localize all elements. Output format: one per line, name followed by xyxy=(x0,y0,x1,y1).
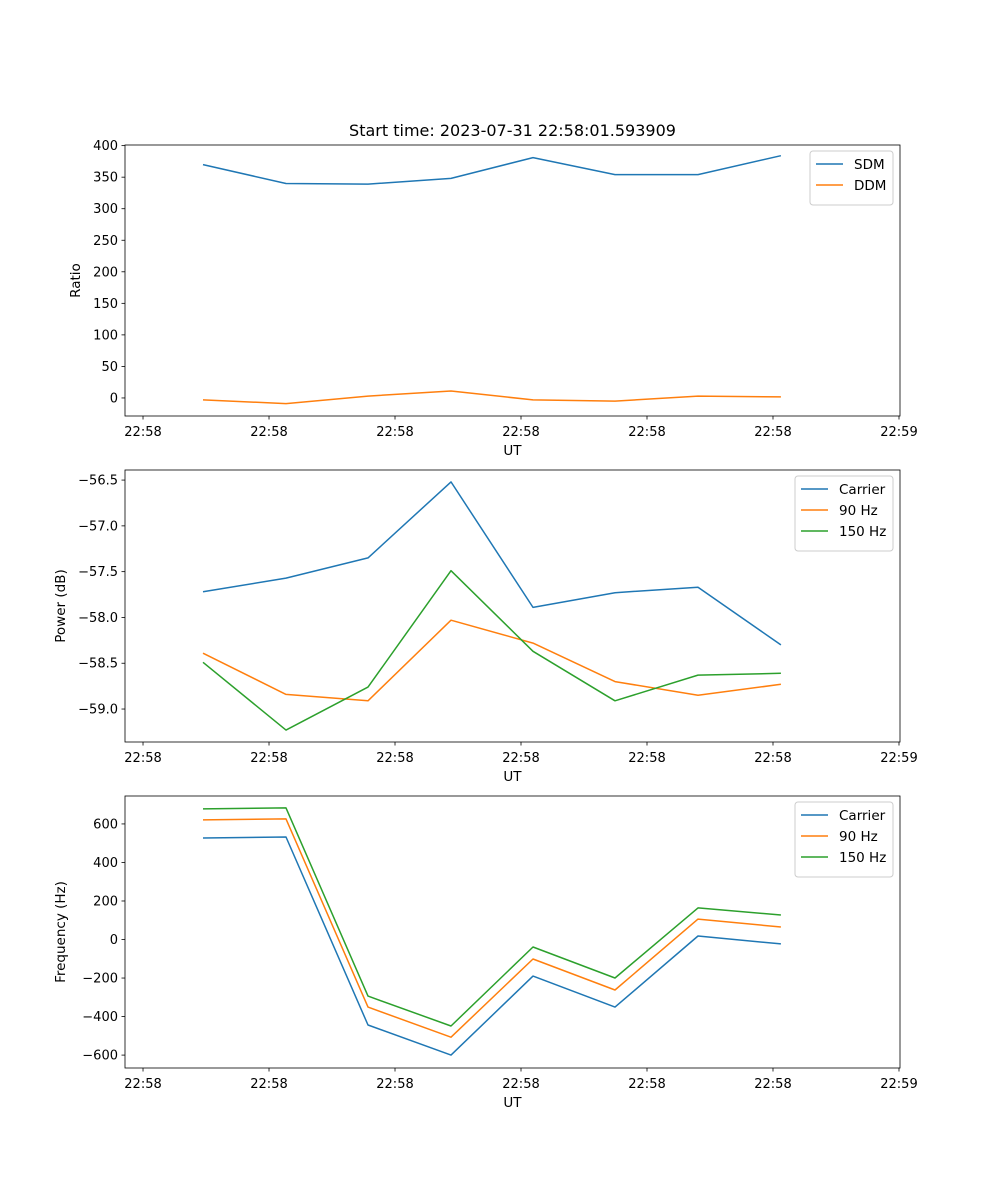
x-tick-label: 22:58 xyxy=(376,425,413,440)
legend-label: Carrier xyxy=(839,808,886,824)
series-line-sdm xyxy=(202,154,782,185)
y-tick-label: 0 xyxy=(110,391,118,406)
series-line-carrier xyxy=(202,481,782,646)
subplot-3: 22:58 22:58 22:58 22:58 22:58 22:58 22:59 −600 −… xyxy=(53,795,918,1111)
x-axis-label: UT xyxy=(503,1095,522,1111)
series-line-150-hz xyxy=(202,807,781,1027)
series-line-90-hz xyxy=(202,619,781,702)
series-line-ddm xyxy=(202,390,781,405)
legend-label: Carrier xyxy=(839,482,886,498)
axes-frame xyxy=(124,795,901,1069)
y-tick-label: −400 xyxy=(82,1010,118,1025)
x-tick-label: 22:58 xyxy=(250,425,287,440)
legend-label: 90 Hz xyxy=(839,829,878,845)
axes-frame xyxy=(124,469,901,743)
x-tick-label: 22:58 xyxy=(754,1077,791,1092)
y-tick-label: −57.0 xyxy=(78,519,118,534)
y-tick-label: −56.5 xyxy=(78,474,118,489)
y-axis-label: Frequency (Hz) xyxy=(53,881,69,983)
legend-label: DDM xyxy=(854,178,886,194)
y-tick-label: 350 xyxy=(93,171,118,186)
legend-box xyxy=(794,475,894,552)
y-axis-label: Power (dB) xyxy=(53,569,69,642)
legend: Carrier 90 Hz 150 Hz xyxy=(794,801,894,878)
x-tick-label: 22:58 xyxy=(250,751,287,766)
y-tick-label: −59.0 xyxy=(78,703,118,718)
subplot-1: 22:58 22:58 22:58 22:58 22:58 22:58 22:59 0 50 10… xyxy=(68,139,918,459)
legend: SDM DDM xyxy=(809,150,894,206)
y-tick-label: 0 xyxy=(110,933,118,948)
series-line-carrier xyxy=(202,836,781,1056)
x-tick-label: 22:58 xyxy=(502,425,539,440)
x-tick-label: 22:58 xyxy=(376,751,413,766)
y-tick-label: 600 xyxy=(93,817,118,832)
y-tick-label: 100 xyxy=(93,328,118,343)
y-tick-label: −57.5 xyxy=(78,565,118,580)
y-tick-label: −58.0 xyxy=(78,611,118,626)
x-axis-label: UT xyxy=(503,443,522,459)
legend-label: 150 Hz xyxy=(839,850,886,866)
chart-title: Start time: 2023-07-31 22:58:01.593909 xyxy=(349,121,676,140)
subplot-2: 22:58 22:58 22:58 22:58 22:58 22:58 22:59 −59.0… xyxy=(53,469,918,785)
y-tick-label: 400 xyxy=(93,139,118,154)
x-tick-label: 22:58 xyxy=(628,425,665,440)
y-tick-label: −58.5 xyxy=(78,657,118,672)
legend-box xyxy=(794,801,894,878)
series-line-150-hz xyxy=(202,569,781,731)
x-tick-label: 22:59 xyxy=(880,425,917,440)
y-tick-label: 50 xyxy=(101,360,118,375)
x-tick-label: 22:58 xyxy=(502,1077,539,1092)
y-tick-label: −600 xyxy=(82,1049,118,1064)
y-tick-label: 250 xyxy=(93,234,118,249)
legend-label: SDM xyxy=(854,157,885,173)
legend-label: 150 Hz xyxy=(839,524,886,540)
x-tick-label: 22:58 xyxy=(376,1077,413,1092)
x-tick-label: 22:59 xyxy=(880,1077,917,1092)
y-tick-label: 150 xyxy=(93,297,118,312)
x-axis-label: UT xyxy=(503,769,522,785)
y-tick-label: 400 xyxy=(93,856,118,871)
x-tick-label: 22:58 xyxy=(628,1077,665,1092)
x-tick-label: 22:59 xyxy=(880,751,917,766)
x-tick-label: 22:58 xyxy=(124,1077,161,1092)
legend-label: 90 Hz xyxy=(839,503,878,519)
y-axis-label: Ratio xyxy=(68,263,84,298)
x-tick-label: 22:58 xyxy=(124,751,161,766)
legend: Carrier 90 Hz 150 Hz xyxy=(794,475,894,552)
x-tick-label: 22:58 xyxy=(502,751,539,766)
x-tick-label: 22:58 xyxy=(124,425,161,440)
x-tick-label: 22:58 xyxy=(754,425,791,440)
y-tick-label: 300 xyxy=(93,202,118,217)
series-line-90-hz xyxy=(202,818,781,1038)
x-tick-label: 22:58 xyxy=(628,751,665,766)
x-tick-label: 22:58 xyxy=(754,751,791,766)
y-tick-label: 200 xyxy=(93,894,118,909)
x-tick-label: 22:58 xyxy=(250,1077,287,1092)
y-tick-label: −200 xyxy=(82,972,118,987)
axes-frame xyxy=(124,144,901,417)
y-tick-label: 200 xyxy=(93,265,118,280)
